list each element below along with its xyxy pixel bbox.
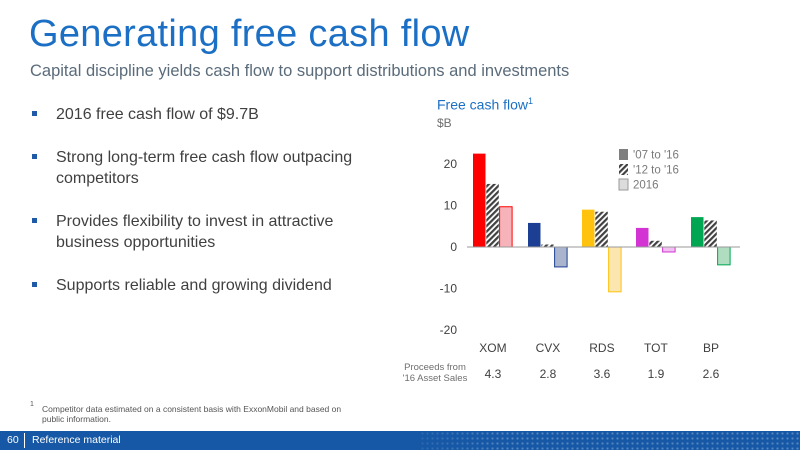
bar-bp-series-2: [717, 246, 731, 266]
footer-solid: [0, 431, 420, 450]
proceeds-value: 3.6: [594, 367, 611, 381]
legend-label: 2016: [633, 180, 659, 192]
bullet-marker-icon: [32, 111, 37, 116]
bullet-marker-icon: [32, 154, 37, 159]
bullet-item: Supports reliable and growing dividend: [32, 275, 362, 296]
bar-xom-series-1: [486, 183, 499, 247]
chart-title-text: Free cash flow: [437, 96, 529, 113]
legend-swatch: [619, 164, 628, 175]
proceeds-label-line: '16 Asset Sales: [402, 373, 468, 384]
bar-cvx-series-1: [541, 244, 554, 247]
footnote-mark: 1: [30, 401, 34, 408]
bar-cvx-series-0: [528, 222, 541, 247]
proceeds-row-label: Proceeds from '16 Asset Sales: [402, 362, 468, 384]
legend-swatch: [619, 149, 628, 160]
category-label: RDS: [589, 341, 614, 355]
bar-rds-series-0: [582, 209, 595, 247]
bullet-text: Strong long-term free cash flow outpacin…: [56, 149, 353, 187]
bar-tot-series-1: [649, 240, 662, 247]
y-tick-label: -10: [440, 282, 458, 296]
y-tick-label: 0: [450, 240, 457, 254]
footer-fade: [380, 431, 500, 450]
bullet-item: 2016 free cash flow of $9.7B: [32, 104, 362, 125]
y-tick-label: -20: [440, 323, 458, 337]
bullet-marker-icon: [32, 218, 37, 223]
footnote-text: Competitor data estimated on a consisten…: [42, 404, 342, 424]
proceeds-value: 2.8: [540, 367, 557, 381]
bar-cvx-series-2: [554, 246, 568, 268]
proceeds-value: 4.3: [485, 367, 502, 381]
category-label: CVX: [536, 341, 561, 355]
bar-xom-series-2: [499, 206, 513, 248]
proceeds-value: 1.9: [648, 367, 665, 381]
bullet-text: Supports reliable and growing dividend: [56, 277, 332, 294]
bullet-text: Provides flexibility to invest in attrac…: [56, 213, 334, 251]
bar-bp-series-1: [704, 220, 717, 247]
chart-title-footnote-mark: 1: [528, 96, 534, 106]
y-tick-label: 10: [444, 199, 458, 213]
y-tick-label: 20: [444, 157, 458, 171]
page-title: Generating free cash flow: [29, 13, 470, 55]
bar-tot-series-0: [636, 227, 649, 247]
page-subtitle: Capital discipline yields cash flow to s…: [30, 62, 570, 80]
legend-label: '07 to '16: [633, 150, 679, 162]
legend-label: '12 to '16: [633, 165, 679, 177]
bar-tot-series-2: [662, 246, 676, 253]
bar-bp-series-0: [691, 217, 704, 247]
footer-divider: [24, 433, 25, 448]
bullet-text: 2016 free cash flow of $9.7B: [56, 106, 259, 123]
proceeds-label-line: Proceeds from: [404, 362, 466, 373]
footer-label: Reference material: [32, 434, 121, 446]
bullet-list: 2016 free cash flow of $9.7B Strong long…: [32, 104, 362, 318]
chart-title: Free cash flow1: [437, 96, 533, 113]
proceeds-value: 2.6: [703, 367, 720, 381]
free-cash-flow-chart: 20 10 0 -10 -20 XOM 4.3 CVX 2.8 RDS 3.6 TOT 1.9 BP 2.6…: [440, 149, 740, 381]
bullet-item: Provides flexibility to invest in attrac…: [32, 211, 362, 253]
footer-bar: 60 Reference material: [0, 431, 800, 450]
bar-xom-series-0: [473, 153, 486, 247]
category-label: BP: [703, 341, 719, 355]
bullet-item: Strong long-term free cash flow outpacin…: [32, 147, 362, 189]
bar-rds-series-1: [595, 211, 608, 247]
bar-rds-series-2: [608, 246, 622, 293]
category-label: TOT: [644, 341, 668, 355]
legend-swatch: [618, 178, 629, 191]
chart-unit-label: $B: [437, 116, 452, 130]
category-label: XOM: [479, 341, 506, 355]
bullet-marker-icon: [32, 282, 37, 287]
page-number: 60: [7, 434, 19, 446]
